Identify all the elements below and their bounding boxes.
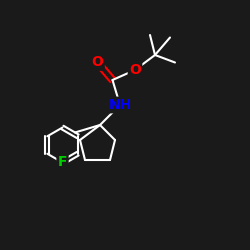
Text: F: F bbox=[58, 156, 67, 170]
Text: O: O bbox=[92, 56, 104, 70]
Text: O: O bbox=[129, 63, 141, 77]
Text: NH: NH bbox=[108, 98, 132, 112]
